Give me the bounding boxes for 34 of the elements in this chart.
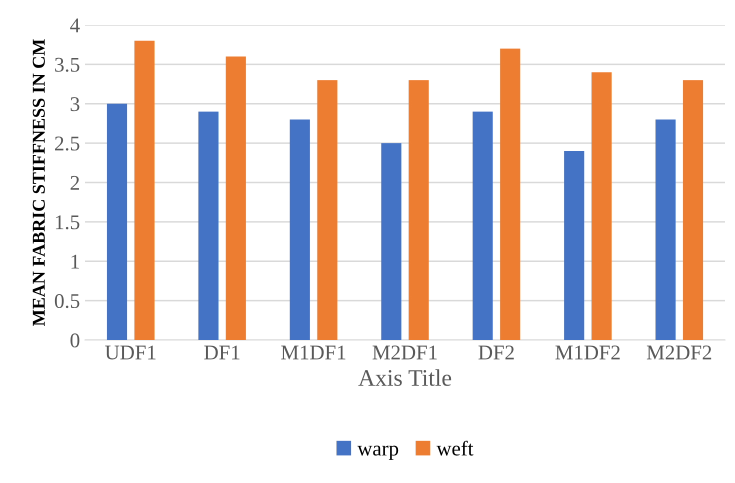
x-axis-title: Axis Title [358,369,452,386]
bar [564,151,584,340]
x-tick-label: M1DF1 [281,346,346,360]
y-axis-title: MEAN FABRIC STIFFNESS IN CM [32,39,45,326]
y-tick-label: 3.5 [55,58,80,72]
bar [226,56,246,340]
bar [500,48,520,340]
bar [317,80,338,340]
bar [290,120,310,340]
bar [106,104,128,340]
legend-label: warp [357,446,398,460]
bar [682,80,704,340]
y-tick-label: 3 [70,97,80,112]
x-tick-label: M2DF2 [646,346,712,360]
bar [381,143,402,340]
x-tick-label: M1DF2 [555,346,620,360]
y-tick-label: 0 [70,333,80,348]
y-tick-label: 0.5 [54,294,80,308]
y-tick-label: 1 [72,254,79,268]
bar [656,120,676,340]
x-tick-label: DF2 [478,346,514,360]
y-tick-label: 2.5 [55,136,80,151]
bar [408,80,429,340]
y-tick-label: 1.5 [56,215,80,230]
bar [198,112,218,340]
bar [472,112,493,340]
legend-label: weft [436,440,474,456]
bar [134,40,154,340]
bar [592,72,612,340]
x-tick-label: M2DF1 [372,346,437,360]
y-tick-label: 2 [70,176,79,190]
y-tick-label: 4 [70,18,80,32]
x-tick-label: DF1 [204,346,240,360]
x-tick-label: UDF1 [105,346,156,360]
